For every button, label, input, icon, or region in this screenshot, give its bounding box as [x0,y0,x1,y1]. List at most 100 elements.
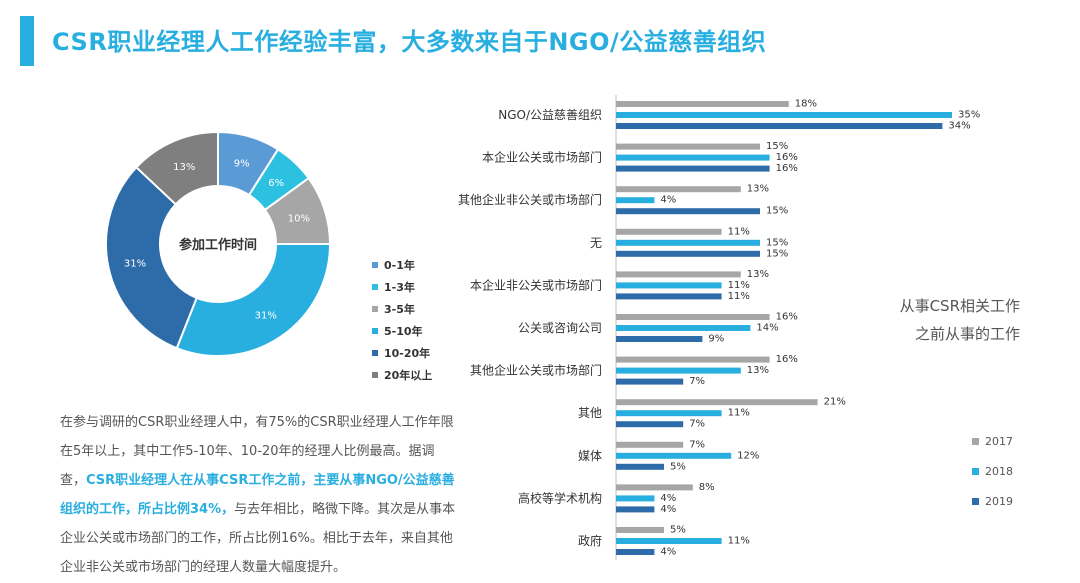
bar-2019 [616,506,655,513]
bar-value-label: 15% [766,206,788,217]
legend-label: 2018 [985,464,1013,478]
description-paragraph: 在参与调研的CSR职业经理人中，有75%的CSR职业经理人工作年限在5年以上，其… [60,408,460,582]
bar-category-label: 公关或咨询公司 [518,320,602,335]
side-note-line1: 从事CSR相关工作 [899,297,1020,315]
bar-category-label: 高校等学术机构 [518,490,602,505]
bar-2017 [616,441,684,448]
donut-legend: 0-1年 1-3年 3-5年 5-10年 10-20年 20年以上 [372,254,432,386]
bar-value-label: 21% [824,397,846,408]
legend-label: 0-1年 [384,259,415,272]
legend-label: 2017 [985,434,1013,448]
bar-2017 [616,143,760,150]
bar-value-label: 7% [689,376,705,387]
bar-value-label: 13% [747,365,769,376]
donut-center-title: 参加工作时间 [179,237,257,253]
bar-value-label: 11% [728,226,750,237]
bar-value-label: 11% [728,291,750,302]
bar-legend: 2017 2018 2019 [972,426,1013,516]
bar-2019 [616,123,943,129]
bar-category-label: NGO/公益慈善组织 [498,107,602,122]
bar-value-label: 11% [728,536,750,547]
bar-2019 [616,378,684,385]
bar-category-label: 政府 [578,533,602,548]
bar-value-label: 4% [660,504,676,515]
donut-legend-item: 20年以上 [372,364,432,386]
bar-chart: NGO/公益慈善组织18%35%34%本企业公关或市场部门15%16%16%其他… [458,95,980,560]
bar-value-label: 11% [728,408,750,419]
bar-value-label: 5% [670,525,686,536]
legend-label: 20年以上 [384,369,433,382]
legend-swatch [372,284,378,290]
donut-slice-6 [134,130,219,206]
page-title: CSR职业经理人工作经验丰富，大多数来自于NGO/公益慈善组织 [52,28,767,56]
donut-legend-item: 1-3年 [372,276,432,298]
bar-category-label: 无 [590,236,602,250]
bar-2019 [616,293,722,300]
bar-2018 [616,495,655,502]
legend-label: 10-20年 [384,347,431,360]
bar-value-label: 16% [776,354,798,365]
bar-value-label: 5% [670,461,686,472]
bar-value-label: 35% [958,110,980,121]
bar-2019 [616,165,770,172]
legend-swatch [972,467,979,475]
bar-legend-item-2017: 2017 [972,426,1013,456]
legend-swatch [972,437,979,445]
donut-slice-label: 31% [124,259,146,270]
bar-value-label: 16% [776,152,798,163]
bar-2017 [616,356,770,363]
bar-value-label: 11% [728,280,750,291]
donut-slice-5 [105,165,198,350]
bar-2018 [616,410,722,417]
bar-category-label: 本企业公关或市场部门 [482,150,602,165]
bar-value-label: 13% [747,269,769,280]
bar-2018 [616,538,722,544]
bar-2018 [616,112,952,118]
bar-value-label: 14% [756,323,778,334]
bar-value-label: 12% [737,450,759,461]
donut-legend-item: 0-1年 [372,254,432,276]
bar-2019 [616,336,703,342]
legend-swatch [372,306,378,312]
bar-value-label: 13% [747,184,769,195]
legend-swatch [972,497,979,505]
donut-slice-label: 31% [255,310,277,321]
bar-value-label: 4% [660,195,676,206]
bar-value-label: 16% [776,163,798,174]
donut-slice-label: 9% [234,158,250,169]
bar-2019 [616,549,655,555]
bar-value-label: 7% [689,419,705,430]
bar-2018 [616,239,760,246]
bar-value-label: 16% [776,312,798,323]
side-note: 从事CSR相关工作 之前从事的工作 [870,292,1020,348]
bar-2017 [616,314,770,320]
bar-2019 [616,463,664,470]
bar-2018 [616,154,770,161]
description-text: 在参与调研的CSR职业经理人中，有75%的CSR职业经理人工作年限在5年以上，其… [60,415,454,488]
donut-slice-label: 10% [288,214,310,225]
bar-2019 [616,421,684,428]
bar-value-label: 7% [689,439,705,450]
bar-2017 [616,399,818,406]
bar-2017 [616,186,741,193]
bar-2018 [616,197,655,204]
legend-swatch [372,262,378,268]
legend-swatch [372,372,378,378]
bar-2017 [616,101,789,107]
bar-category-label: 其他企业公关或市场部门 [470,363,602,378]
bar-2017 [616,484,693,491]
bar-value-label: 34% [948,121,970,132]
bar-category-label: 媒体 [578,449,602,463]
bar-value-label: 15% [766,248,788,259]
donut-legend-item: 5-10年 [372,320,432,342]
donut-legend-item: 10-20年 [372,342,432,364]
donut-legend-item: 3-5年 [372,298,432,320]
bar-2018 [616,452,732,459]
bar-category-label: 其他 [578,406,602,420]
bar-2019 [616,250,760,257]
donut-slice-label: 6% [268,178,284,189]
bar-value-label: 9% [708,334,724,345]
bar-legend-item-2019: 2019 [972,486,1013,516]
bar-category-label: 其他企业非公关或市场部门 [458,192,602,207]
legend-label: 2019 [985,494,1013,508]
